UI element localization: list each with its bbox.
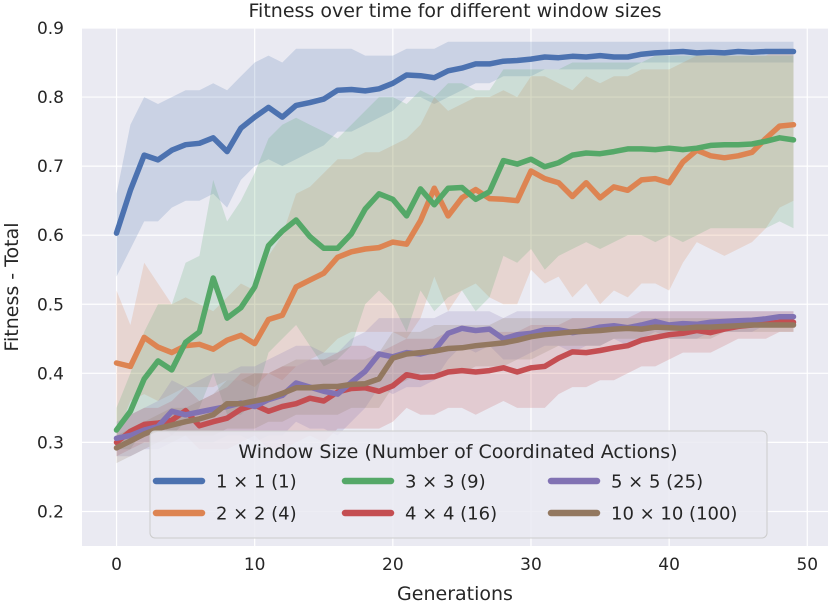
chart-title: Fitness over time for different window s…	[249, 0, 662, 22]
y-tick-labels: 0.2 0.3 0.4 0.5 0.6 0.7 0.8 0.9	[37, 19, 64, 522]
x-tick-label: 30	[520, 555, 542, 575]
line-series-5	[113, 322, 797, 451]
x-tick-label: 50	[796, 555, 818, 575]
x-tick-label: 20	[382, 555, 404, 575]
line-series-3	[113, 319, 797, 446]
legend-label-3: 4 × 4 (16)	[405, 504, 497, 525]
x-tick-label: 10	[244, 555, 266, 575]
y-tick-label: 0.5	[37, 295, 64, 315]
legend-label-0: 1 × 1 (1)	[216, 472, 297, 493]
band-series-0	[116, 41, 794, 277]
legend-label-4: 5 × 5 (25)	[611, 472, 703, 493]
legend-title: Window Size (Number of Coordinated Actio…	[238, 441, 677, 463]
y-tick-label: 0.6	[37, 226, 64, 246]
legend: Window Size (Number of Coordinated Actio…	[149, 430, 768, 539]
y-tick-label: 0.3	[37, 433, 64, 453]
y-axis-label: Fitness - Total	[1, 222, 23, 351]
y-tick-label: 0.7	[37, 157, 64, 177]
line-series-0	[113, 48, 797, 236]
y-tick-label: 0.2	[37, 502, 64, 522]
x-tick-label: 0	[111, 555, 122, 575]
line-series-1	[113, 121, 797, 370]
band-series-2	[116, 55, 794, 450]
line-series-2	[113, 135, 797, 433]
band-series-4	[116, 311, 794, 457]
y-tick-label: 0.9	[37, 19, 64, 39]
y-tick-label: 0.4	[37, 364, 64, 384]
legend-label-1: 2 × 2 (4)	[216, 504, 297, 525]
x-axis-label: Generations	[397, 583, 513, 605]
band-series-1	[116, 48, 794, 436]
legend-label-2: 3 × 3 (9)	[405, 472, 486, 493]
legend-box	[149, 430, 768, 539]
series-lines	[113, 48, 797, 451]
x-tick-label: 40	[658, 555, 680, 575]
confidence-bands	[116, 41, 794, 464]
legend-items: 1 × 1 (1) 2 × 2 (4) 3 × 3 (9) 4 × 4 (16) 5 ×…	[152, 472, 737, 525]
legend-label-5: 10 × 10 (100)	[611, 504, 737, 525]
y-tick-label: 0.8	[37, 88, 64, 108]
x-tick-labels: 0 10 20 30 40 50	[111, 555, 818, 575]
